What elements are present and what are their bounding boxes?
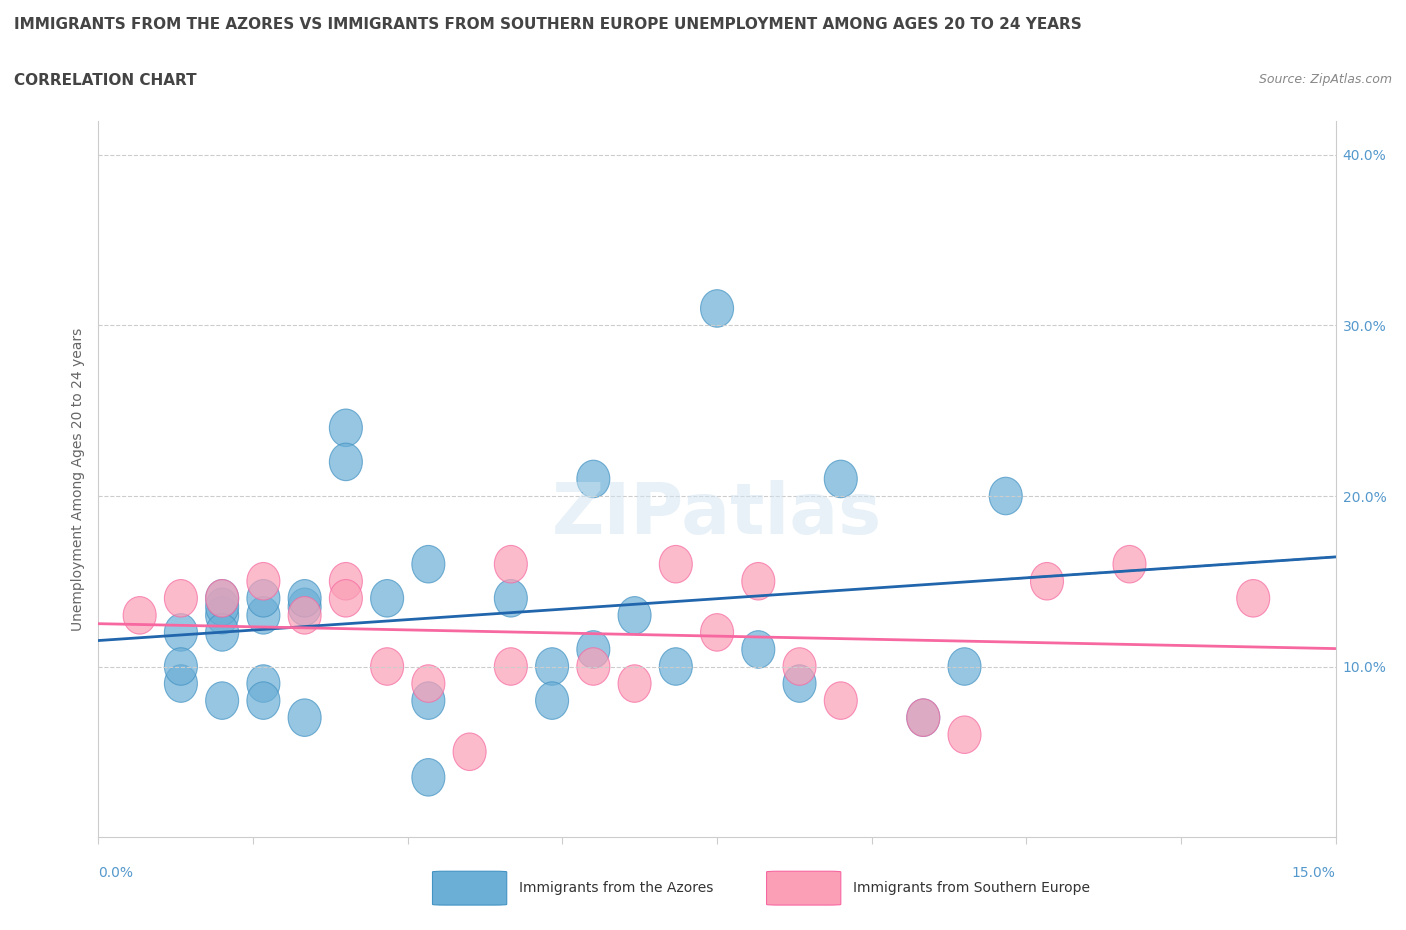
Ellipse shape — [576, 631, 610, 668]
Ellipse shape — [288, 699, 321, 737]
Ellipse shape — [412, 665, 444, 702]
Ellipse shape — [288, 597, 321, 634]
Ellipse shape — [329, 563, 363, 600]
Ellipse shape — [948, 648, 981, 685]
Ellipse shape — [247, 665, 280, 702]
Ellipse shape — [495, 648, 527, 685]
Text: Immigrants from the Azores: Immigrants from the Azores — [519, 881, 713, 896]
Ellipse shape — [288, 588, 321, 626]
Ellipse shape — [783, 648, 815, 685]
Ellipse shape — [205, 579, 239, 618]
Text: IMMIGRANTS FROM THE AZORES VS IMMIGRANTS FROM SOUTHERN EUROPE UNEMPLOYMENT AMONG: IMMIGRANTS FROM THE AZORES VS IMMIGRANTS… — [14, 17, 1081, 32]
Ellipse shape — [165, 665, 197, 702]
Text: Immigrants from Southern Europe: Immigrants from Southern Europe — [853, 881, 1090, 896]
Ellipse shape — [783, 665, 815, 702]
Ellipse shape — [165, 614, 197, 651]
Ellipse shape — [165, 579, 197, 618]
Text: 15.0%: 15.0% — [1292, 866, 1336, 880]
Text: R = -0.371   N = 24: R = -0.371 N = 24 — [523, 219, 686, 233]
Y-axis label: Unemployment Among Ages 20 to 24 years: Unemployment Among Ages 20 to 24 years — [70, 327, 84, 631]
Ellipse shape — [659, 648, 692, 685]
Ellipse shape — [824, 682, 858, 720]
Ellipse shape — [700, 614, 734, 651]
Ellipse shape — [742, 631, 775, 668]
Ellipse shape — [247, 563, 280, 600]
FancyBboxPatch shape — [411, 156, 995, 253]
Ellipse shape — [700, 290, 734, 327]
Text: 0.0%: 0.0% — [98, 866, 134, 880]
Ellipse shape — [412, 759, 444, 796]
Ellipse shape — [247, 597, 280, 634]
Ellipse shape — [619, 665, 651, 702]
Ellipse shape — [742, 563, 775, 600]
Ellipse shape — [371, 579, 404, 618]
Ellipse shape — [288, 579, 321, 618]
Ellipse shape — [165, 648, 197, 685]
Ellipse shape — [495, 579, 527, 618]
Ellipse shape — [576, 648, 610, 685]
Ellipse shape — [619, 597, 651, 634]
Text: R =  0.356   N = 35: R = 0.356 N = 35 — [523, 177, 685, 192]
Ellipse shape — [576, 460, 610, 498]
Ellipse shape — [247, 579, 280, 618]
Ellipse shape — [453, 733, 486, 770]
FancyBboxPatch shape — [766, 871, 841, 905]
Ellipse shape — [1031, 563, 1063, 600]
Ellipse shape — [205, 614, 239, 651]
Ellipse shape — [495, 545, 527, 583]
Ellipse shape — [1237, 579, 1270, 618]
Ellipse shape — [205, 579, 239, 618]
Ellipse shape — [247, 682, 280, 720]
Ellipse shape — [948, 716, 981, 753]
Ellipse shape — [659, 545, 692, 583]
Ellipse shape — [536, 648, 568, 685]
Ellipse shape — [329, 409, 363, 446]
Ellipse shape — [329, 579, 363, 618]
Text: ZIPatlas: ZIPatlas — [553, 480, 882, 550]
Ellipse shape — [371, 648, 404, 685]
Ellipse shape — [990, 477, 1022, 515]
Text: CORRELATION CHART: CORRELATION CHART — [14, 73, 197, 87]
FancyBboxPatch shape — [433, 871, 506, 905]
Ellipse shape — [907, 699, 939, 737]
Ellipse shape — [205, 597, 239, 634]
Ellipse shape — [205, 682, 239, 720]
Ellipse shape — [824, 460, 858, 498]
Ellipse shape — [907, 699, 939, 737]
FancyBboxPatch shape — [433, 208, 512, 243]
Ellipse shape — [205, 588, 239, 626]
Ellipse shape — [329, 444, 363, 481]
FancyBboxPatch shape — [433, 166, 512, 201]
Ellipse shape — [536, 682, 568, 720]
Ellipse shape — [1114, 545, 1146, 583]
Ellipse shape — [412, 545, 444, 583]
Ellipse shape — [124, 597, 156, 634]
Text: Source: ZipAtlas.com: Source: ZipAtlas.com — [1258, 73, 1392, 86]
Ellipse shape — [412, 682, 444, 720]
